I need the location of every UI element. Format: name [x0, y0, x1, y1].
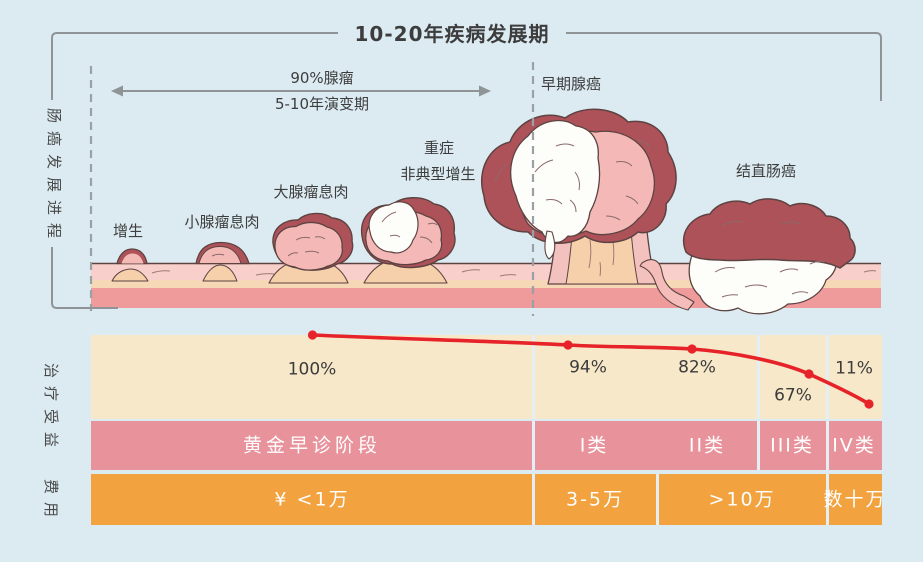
data-point [687, 344, 697, 354]
polyp-severe-dysplasia [360, 197, 456, 284]
class-cell-golden: 黄金早诊阶段 [242, 434, 382, 457]
table-divider [826, 421, 829, 470]
process-axis-label: 肠癌发展进程 [45, 107, 63, 246]
table-divider [826, 335, 829, 419]
data-point [563, 340, 573, 350]
polyp-early-cancer [481, 108, 677, 285]
table-divider [532, 335, 535, 419]
table-divider [757, 335, 760, 419]
benefit-percent-3: 67% [774, 385, 812, 406]
class-cell-3: III类 [770, 434, 814, 457]
stage-label-severe-line2: 非典型增生 [400, 164, 476, 183]
colorectal-cancer-mass [639, 198, 856, 315]
survival-line [307, 330, 874, 409]
table-divider [656, 474, 659, 525]
benefit-percent-1: 94% [569, 357, 607, 378]
left-bracket-line [51, 32, 338, 309]
stage-label-small-adenoma: 小腺瘤息肉 [184, 212, 260, 231]
stage-label-hyperplasia: 增生 [112, 221, 144, 240]
data-point [307, 330, 318, 340]
stage-label-colorectal-cancer: 结直肠癌 [735, 161, 797, 180]
data-point [864, 399, 874, 409]
cost-cell-0: ¥ <1万 [274, 488, 350, 511]
class-row [91, 421, 882, 470]
benefit-percent-2: 82% [678, 357, 716, 378]
stage-label-early-cancer: 早期腺癌 [540, 74, 602, 93]
table-divider [532, 421, 535, 470]
benefit-percent-0: 100% [287, 359, 337, 380]
cost-cell-2: >10万 [708, 488, 776, 511]
page-title: 10-20年疾病发展期 [354, 22, 550, 46]
evolution-arrow-label-top: 90%腺瘤 [290, 68, 354, 87]
table-divider [757, 421, 760, 470]
benefit-axis-label: 治疗受益 [42, 362, 60, 455]
class-cell-2: II类 [688, 434, 726, 457]
benefit-percent-4: 11% [835, 358, 873, 379]
polyp-small-adenoma [195, 241, 250, 282]
cost-cell-1: 3-5万 [565, 488, 625, 511]
table-divider [532, 474, 535, 525]
class-cell-1: I类 [579, 434, 609, 457]
stage-label-large-adenoma: 大腺瘤息肉 [273, 182, 349, 201]
polyp-large-adenoma [268, 212, 354, 284]
cost-axis-label: 费用 [42, 478, 60, 525]
table-divider [826, 474, 829, 525]
evolution-arrow [111, 85, 491, 97]
data-point [804, 369, 814, 379]
cost-row [91, 474, 882, 525]
polyp-hyperplasia [111, 248, 149, 282]
right-bracket-line [566, 32, 882, 101]
class-cell-4: IV类 [832, 434, 876, 457]
stage-label-severe-line1: 重症 [423, 138, 455, 157]
cost-cell-3: 数十万 [823, 488, 887, 511]
benefit-panel [91, 335, 882, 419]
evolution-arrow-label-bottom: 5-10年演变期 [274, 94, 370, 113]
